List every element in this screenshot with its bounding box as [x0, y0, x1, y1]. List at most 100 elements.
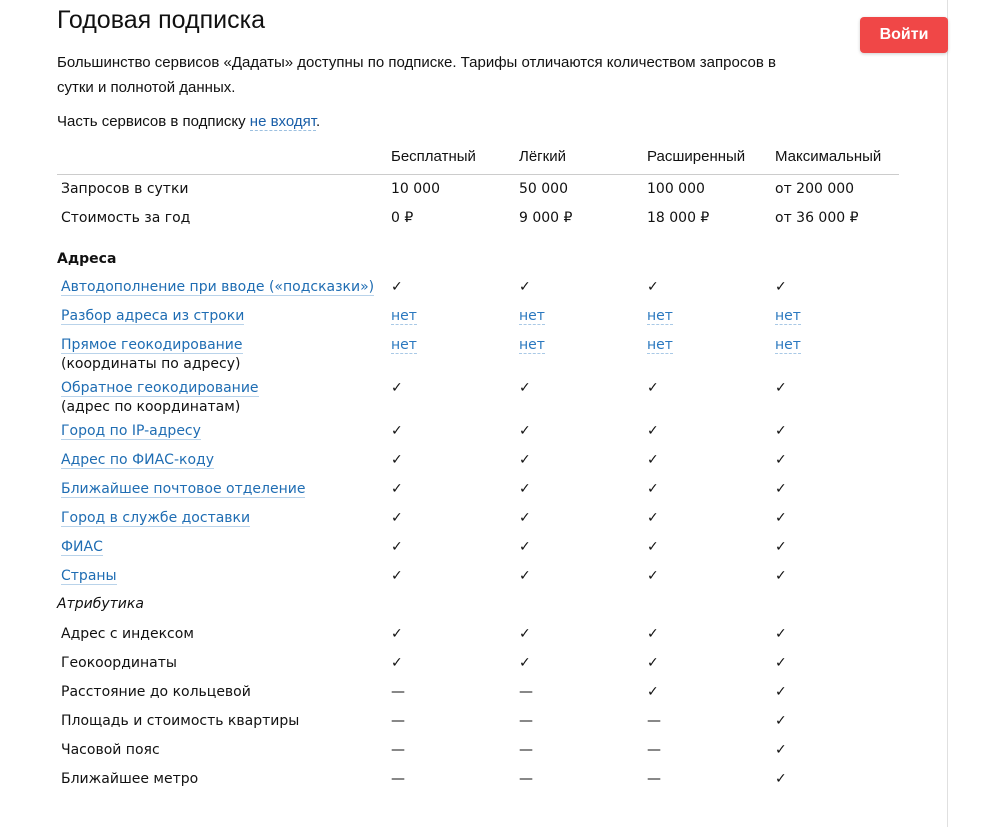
feature-row: Расстояние до кольцевой — — ✓ ✓	[57, 678, 899, 707]
not-available-link[interactable]: нет	[519, 337, 545, 354]
plan-header: Расширенный	[647, 148, 775, 175]
check-icon: ✓	[391, 423, 403, 439]
row-label: Адрес с индексом	[57, 620, 391, 649]
plan-value: —	[647, 707, 775, 736]
plan-value: —	[519, 736, 647, 765]
service-link[interactable]: Ближайшее почтовое отделение	[61, 481, 306, 498]
service-link[interactable]: Город по IP-адресу	[61, 423, 201, 440]
check-icon: ✓	[391, 510, 403, 526]
row-label: Стоимость за год	[61, 210, 191, 226]
note-text: Часть сервисов в подписку не входят.	[57, 112, 320, 132]
feature-row: Обратное геокодирование (адрес по координ…	[57, 374, 899, 417]
check-icon: ✓	[775, 481, 787, 497]
summary-row: Запросов в сутки 10 000 50 000 100 000 от 20…	[57, 175, 899, 205]
dash-icon: —	[647, 771, 661, 787]
check-icon: ✓	[519, 452, 531, 468]
plan-value: нет	[775, 302, 899, 331]
plan-value: —	[519, 707, 647, 736]
service-subtitle: (адрес по координатам)	[61, 399, 241, 415]
plan-value: нет	[647, 302, 775, 331]
plan-value: ✓	[391, 562, 519, 591]
plan-value: ✓	[391, 533, 519, 562]
not-available-link[interactable]: нет	[519, 308, 545, 325]
check-icon: ✓	[391, 626, 403, 642]
row-label: Адрес по ФИАС-коду	[57, 446, 391, 475]
plan-value: нет	[775, 331, 899, 374]
dash-icon: —	[519, 684, 533, 700]
service-link[interactable]: Город в службе доставки	[61, 510, 251, 527]
row-label: Город по IP-адресу	[57, 417, 391, 446]
plan-value: нет	[647, 331, 775, 374]
service-link[interactable]: ФИАС	[61, 539, 103, 556]
row-label: Расстояние до кольцевой	[57, 678, 391, 707]
plan-value: —	[391, 736, 519, 765]
dash-icon: —	[391, 713, 405, 729]
check-icon: ✓	[647, 452, 659, 468]
feature-row: Геокоординаты ✓ ✓ ✓ ✓	[57, 649, 899, 678]
plan-value: —	[391, 765, 519, 794]
check-icon: ✓	[775, 279, 787, 295]
service-link[interactable]: Обратное геокодирование	[61, 380, 259, 397]
plan-value: ✓	[647, 475, 775, 504]
content-frame	[947, 0, 948, 827]
check-icon: ✓	[775, 684, 787, 700]
plan-value: ✓	[519, 417, 647, 446]
not-available-link[interactable]: нет	[391, 308, 417, 325]
service-link[interactable]: Разбор адреса из строки	[61, 308, 245, 325]
plan-value: 50 000	[519, 181, 568, 197]
feature-row: ФИАС ✓ ✓ ✓ ✓	[57, 533, 899, 562]
row-label: Площадь и стоимость квартиры	[57, 707, 391, 736]
not-available-link[interactable]: нет	[391, 337, 417, 354]
not-available-link[interactable]: нет	[775, 308, 801, 325]
feature-row: Город в службе доставки ✓ ✓ ✓ ✓	[57, 504, 899, 533]
intro-text: Большинство сервисов «Дадаты» доступны п…	[57, 54, 776, 96]
check-icon: ✓	[647, 626, 659, 642]
plan-value: ✓	[519, 562, 647, 591]
dash-icon: —	[519, 771, 533, 787]
check-icon: ✓	[775, 539, 787, 555]
not-available-link[interactable]: нет	[647, 337, 673, 354]
plan-value: ✓	[647, 533, 775, 562]
not-available-link[interactable]: нет	[775, 337, 801, 354]
service-link[interactable]: Автодополнение при вводе («подсказки»)	[61, 279, 375, 296]
feature-row: Адрес по ФИАС-коду ✓ ✓ ✓ ✓	[57, 446, 899, 475]
plan-value: ✓	[647, 446, 775, 475]
page-title: Годовая подписка	[57, 6, 265, 34]
plan-value: ✓	[775, 707, 899, 736]
check-icon: ✓	[519, 510, 531, 526]
check-icon: ✓	[391, 539, 403, 555]
feature-label: Геокоординаты	[61, 655, 177, 671]
plan-value: ✓	[519, 533, 647, 562]
plan-value: ✓	[519, 649, 647, 678]
plan-value: от 36 000 ₽	[775, 210, 859, 226]
plan-value: 10 000	[391, 181, 440, 197]
plan-value: нет	[519, 302, 647, 331]
plans-header: Бесплатный Лёгкий Расширенный Максимальн…	[57, 148, 899, 175]
plan-value: 100 000	[647, 181, 705, 197]
plan-value: нет	[391, 302, 519, 331]
plan-value: ✓	[519, 273, 647, 302]
plan-value: ✓	[391, 446, 519, 475]
not-available-link[interactable]: нет	[647, 308, 673, 325]
plan-value: —	[647, 765, 775, 794]
service-link[interactable]: Прямое геокодирование	[61, 337, 243, 354]
note-before: Часть сервисов в подписку	[57, 113, 250, 130]
check-icon: ✓	[647, 655, 659, 671]
check-icon: ✓	[775, 771, 787, 787]
row-label: Запросов в сутки	[61, 181, 189, 197]
check-icon: ✓	[519, 279, 531, 295]
login-button[interactable]: Войти	[860, 17, 948, 53]
not-included-link[interactable]: не входят	[249, 113, 316, 131]
service-link[interactable]: Страны	[61, 568, 117, 585]
feature-label: Площадь и стоимость квартиры	[61, 713, 300, 729]
feature-row: Прямое геокодирование (координаты по адре…	[57, 331, 899, 374]
plan-value: ✓	[647, 678, 775, 707]
plan-value: ✓	[519, 504, 647, 533]
check-icon: ✓	[775, 568, 787, 584]
plan-value: ✓	[775, 620, 899, 649]
row-label: Автодополнение при вводе («подсказки»)	[57, 273, 391, 302]
feature-row: Разбор адреса из строки нет нет нет нет	[57, 302, 899, 331]
plan-value: ✓	[519, 446, 647, 475]
row-label: Часовой пояс	[57, 736, 391, 765]
service-link[interactable]: Адрес по ФИАС-коду	[61, 452, 214, 469]
